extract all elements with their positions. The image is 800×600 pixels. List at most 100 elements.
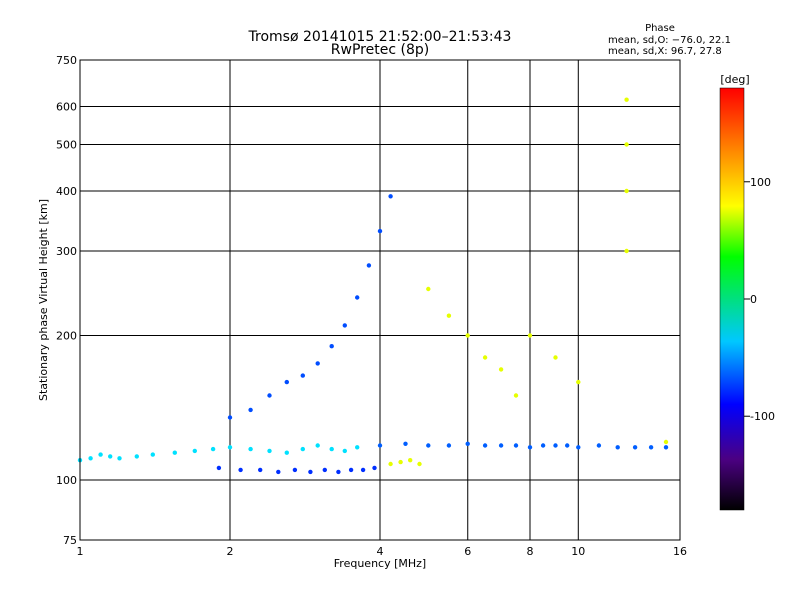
data-point: [192, 448, 197, 454]
data-point: [553, 443, 558, 448]
data-point: [417, 461, 422, 467]
colorbar-tick-label: -100: [750, 410, 775, 423]
grid-lines: [80, 60, 680, 540]
data-point: [108, 454, 113, 459]
data-point: [377, 228, 383, 234]
phase-stats: Phase mean, sd,O: −76.0, 22.1 mean, sd,X…: [608, 23, 731, 57]
data-point: [388, 194, 393, 199]
data-point: [632, 445, 638, 450]
data-point: [624, 248, 629, 254]
data-point: [513, 393, 519, 398]
data-point: [513, 443, 519, 448]
colorbar-label: [deg]: [720, 73, 749, 86]
data-point: [348, 467, 354, 473]
data-point: [329, 344, 334, 349]
x-tick-label: 4: [377, 545, 384, 558]
data-point: [540, 443, 546, 448]
data-point: [284, 379, 289, 385]
data-point: [388, 461, 393, 467]
x-tick-label: 8: [527, 545, 534, 558]
x-tick-label: 10: [571, 545, 585, 558]
data-point: [300, 373, 305, 378]
y-tick-label: 100: [56, 474, 77, 487]
plot-frame: [79, 59, 681, 541]
data-point: [329, 446, 334, 452]
data-point: [276, 469, 281, 475]
data-point: [408, 458, 413, 463]
data-point: [292, 467, 298, 473]
stats-x-mode: mean, sd,X: 96.7, 27.8: [608, 46, 722, 57]
data-point: [134, 454, 139, 459]
data-point: [227, 445, 233, 450]
data-point: [398, 459, 403, 465]
data-point: [482, 443, 488, 448]
data-point: [315, 443, 320, 448]
data-point: [258, 467, 263, 473]
data-point: [322, 467, 327, 473]
data-point: [238, 467, 243, 473]
x-tick-label: 6: [464, 545, 471, 558]
colorbar: [deg] 100 0 -100: [719, 73, 775, 511]
stats-o-mode: mean, sd,O: −76.0, 22.1: [608, 35, 731, 46]
data-point: [284, 450, 289, 455]
data-point: [446, 313, 452, 318]
data-point: [663, 445, 669, 450]
data-point: [355, 295, 360, 300]
data-point: [88, 456, 93, 461]
stats-heading: Phase: [645, 23, 675, 34]
data-point: [372, 465, 377, 471]
data-point: [426, 286, 431, 292]
data-point: [216, 465, 222, 471]
data-point: [172, 450, 177, 455]
data-point: [248, 407, 253, 413]
data-point: [248, 446, 253, 452]
y-tick-label: 400: [56, 185, 77, 198]
data-points: [77, 97, 669, 475]
data-point: [624, 142, 629, 147]
data-point: [663, 439, 669, 445]
data-point: [527, 333, 533, 338]
x-tick-label: 2: [227, 545, 234, 558]
data-point: [267, 393, 272, 398]
data-point: [366, 263, 372, 268]
data-point: [624, 97, 629, 102]
data-point: [98, 452, 103, 457]
chart-title: Tromsø 20141015 21:52:00–21:53:43: [248, 29, 512, 45]
y-tick-label: 600: [56, 101, 77, 114]
data-point: [624, 188, 629, 194]
data-point: [210, 446, 216, 452]
data-point: [498, 443, 504, 448]
data-point: [403, 441, 408, 446]
chart-subtitle: RwPretec (8p): [331, 42, 429, 58]
x-axis-ticks: 1 2 4 6 8 10 16: [77, 545, 688, 558]
data-point: [648, 445, 654, 450]
data-point: [150, 452, 155, 457]
data-point: [465, 333, 470, 338]
colorbar-tick-label: 100: [750, 176, 771, 189]
y-axis-label: Stationary phase Virtual Height [km]: [37, 199, 50, 401]
x-tick-label: 16: [673, 545, 687, 558]
y-axis-ticks: 75 100 200 300 400 500 600 750: [56, 54, 77, 547]
y-tick-label: 750: [56, 54, 77, 67]
colorbar-tick-label: 0: [750, 293, 757, 306]
data-point: [426, 443, 431, 448]
x-tick-label: 1: [77, 545, 84, 558]
data-point: [267, 448, 272, 454]
data-point: [482, 355, 488, 360]
x-axis-label: Frequency [MHz]: [334, 557, 426, 570]
y-tick-label: 200: [56, 330, 77, 343]
data-point: [596, 443, 602, 448]
y-tick-label: 75: [63, 534, 77, 547]
data-point: [342, 448, 347, 454]
data-point: [308, 469, 313, 475]
data-point: [615, 445, 620, 450]
data-point: [300, 446, 305, 452]
data-point: [553, 355, 558, 360]
data-point: [576, 445, 581, 450]
colorbar-scale: [719, 87, 745, 511]
colorbar-ticks: 100 0 -100: [744, 176, 775, 423]
y-tick-label: 300: [56, 245, 77, 258]
data-point: [465, 441, 470, 446]
data-point: [117, 456, 122, 461]
